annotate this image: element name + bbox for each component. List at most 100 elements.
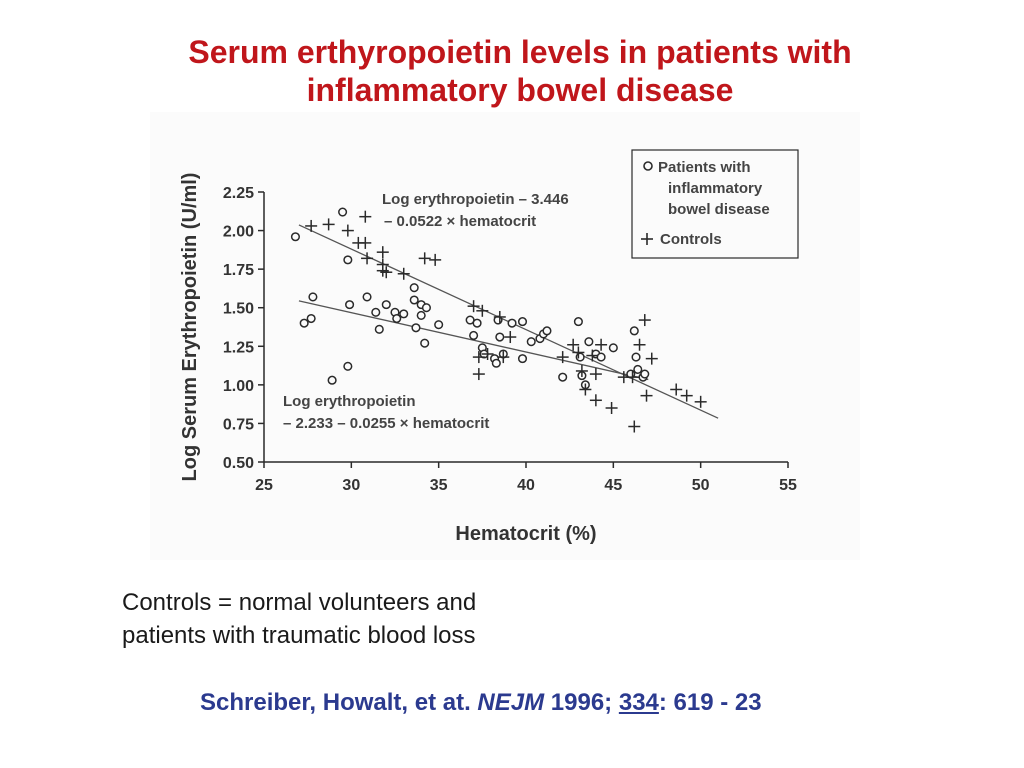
ibd-data-point	[584, 337, 594, 347]
ibd-data-point	[416, 310, 426, 320]
control-data-point	[305, 219, 318, 232]
control-data-point	[694, 395, 707, 408]
ibd-data-point	[421, 303, 431, 313]
legend-ibd-label-line-1: Patients with	[658, 159, 751, 176]
chart-caption: Controls = normal volunteers and patient…	[122, 586, 682, 652]
control-data-point	[638, 314, 651, 327]
citation-journal: NEJM	[477, 689, 545, 716]
control-data-point	[376, 246, 389, 259]
control-data-point	[322, 218, 335, 231]
chart-panel: 0.50 0.75 1.00 1.25 1.50 1.75 2.00 2.25 25 30 35 4…	[150, 112, 860, 560]
ibd-data-point	[392, 313, 402, 324]
controls-equation-line-2: – 0.0522 × hematocrit	[384, 213, 536, 230]
control-data-point	[418, 252, 431, 265]
control-data-point	[472, 351, 485, 364]
x-tick-label: 30	[342, 477, 360, 494]
control-data-point	[359, 210, 372, 223]
legend-controls-marker-icon	[641, 233, 653, 245]
ibd-data-point	[399, 309, 409, 319]
control-data-point	[595, 338, 608, 351]
ibd-data-point	[526, 337, 536, 347]
y-tick-label: 1.75	[223, 262, 254, 279]
ibd-data-point	[381, 300, 391, 310]
ibd-data-point	[371, 307, 381, 317]
control-data-point	[670, 383, 683, 396]
control-data-point	[589, 368, 602, 381]
x-tick-label: 45	[604, 477, 622, 494]
ibd-data-point	[299, 318, 309, 328]
ibd-data-point	[290, 232, 300, 242]
caption-line-2: patients with traumatic blood loss	[122, 622, 476, 649]
control-data-point	[640, 389, 653, 402]
control-data-point	[493, 310, 506, 323]
control-data-point	[567, 338, 580, 351]
x-tick-label: 50	[692, 477, 710, 494]
citation-year: 1996;	[550, 689, 613, 716]
ibd-data-point	[362, 292, 372, 302]
citation: Schreiber, Howalt, et at. NEJM 1996; 334…	[200, 689, 940, 717]
ibd-data-point	[558, 372, 568, 382]
control-data-point	[556, 351, 569, 364]
legend-ibd-marker-icon	[643, 161, 653, 171]
ibd-data-point	[409, 283, 419, 293]
control-data-point	[589, 394, 602, 407]
control-data-point	[476, 304, 489, 317]
ibd-data-point	[507, 318, 517, 328]
citation-volume: 334	[618, 689, 659, 716]
x-axis-label: Hematocrit (%)	[455, 523, 596, 545]
legend-frame	[631, 149, 799, 259]
ibd-data-point	[343, 255, 353, 265]
control-data-point	[572, 346, 585, 359]
chart-legend: Patients with inflammatory bowel disease…	[631, 149, 799, 259]
y-axis-label: Log Serum Erythropoietin (U/ml)	[179, 173, 201, 482]
x-tick-label: 55	[779, 477, 797, 494]
controls-equation-line-1: Log erythropoietin – 3.446	[382, 191, 569, 208]
ibd-data-point	[573, 317, 583, 327]
ibd-data-point	[374, 324, 384, 334]
y-tick-label: 2.00	[223, 224, 254, 241]
y-tick-label: 2.25	[223, 185, 254, 202]
legend-ibd-label-line-3: bowel disease	[668, 201, 770, 218]
ibd-data-point	[629, 326, 639, 336]
ibd-data-point	[469, 330, 479, 341]
control-data-point	[645, 352, 658, 365]
control-data-point	[380, 266, 393, 279]
control-data-point	[579, 383, 592, 396]
control-data-point	[429, 253, 442, 266]
ibd-regression-line	[298, 300, 649, 381]
ibd-data-point	[420, 338, 430, 348]
ibd-data-point	[306, 313, 316, 324]
control-data-point	[472, 368, 485, 381]
legend-ibd-label-line-2: inflammatory	[668, 180, 763, 197]
ibd-data-point	[633, 364, 643, 374]
ibd-equation-line-1: Log erythropoietin	[283, 393, 416, 410]
control-data-point	[481, 348, 494, 360]
x-tick-label: 25	[255, 477, 273, 494]
control-data-point	[626, 371, 639, 384]
control-data-point	[467, 300, 480, 313]
ibd-data-point	[517, 317, 528, 327]
ibd-data-point	[542, 326, 552, 336]
ibd-equation-line-2: – 2.233 – 0.0255 × hematocrit	[283, 415, 489, 432]
y-tick-label: 1.50	[223, 301, 254, 318]
ibd-data-point	[308, 292, 318, 302]
ibd-data-point	[345, 300, 355, 310]
control-data-point	[341, 224, 354, 237]
control-data-point	[633, 338, 646, 351]
control-data-point	[359, 236, 372, 249]
ibd-data-point	[517, 354, 528, 364]
ibd-data-point	[472, 318, 482, 328]
scatter-chart: 0.50 0.75 1.00 1.25 1.50 1.75 2.00 2.25 25 30 35 4…	[179, 149, 799, 545]
y-tick-label: 0.75	[223, 416, 254, 433]
caption-line-1: Controls = normal volunteers and	[122, 589, 477, 616]
ibd-data-point	[338, 207, 348, 217]
slide-title-line-1: Serum erthyropoietin levels in patients …	[188, 34, 852, 70]
control-data-point	[397, 267, 410, 280]
ibd-data-point	[495, 332, 505, 342]
ibd-data-point	[608, 343, 618, 353]
slide-title-line-2: inflammatory bowel disease	[306, 72, 734, 108]
ibd-data-point	[411, 323, 421, 333]
y-tick-label: 0.50	[223, 455, 254, 472]
slide-title: Serum erthyropoietin levels in patients …	[100, 33, 940, 109]
control-data-point	[497, 351, 510, 364]
